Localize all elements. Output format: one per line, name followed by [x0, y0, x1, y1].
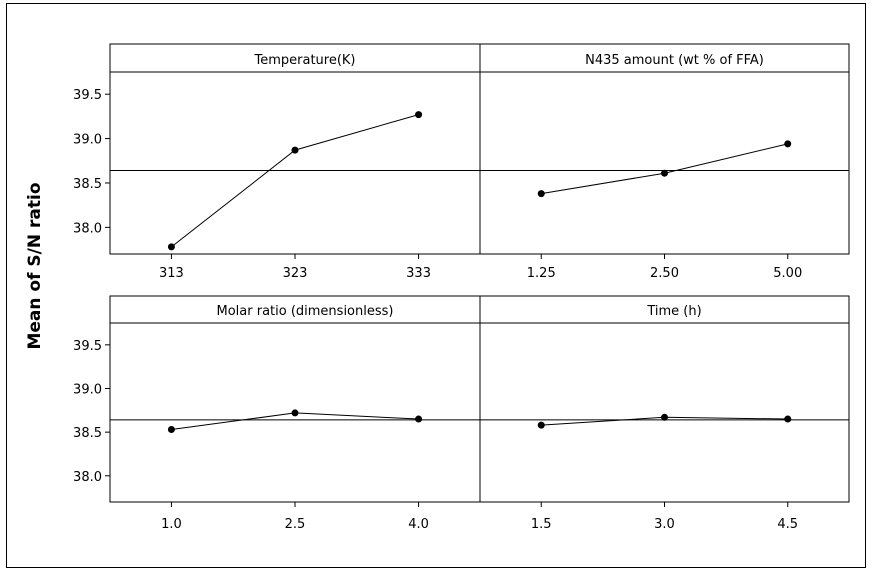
data-point — [167, 426, 175, 434]
x-tick-label: 1.0 — [161, 517, 182, 532]
x-tick-label: 1.25 — [527, 266, 556, 281]
x-tick-label: 3.0 — [654, 517, 675, 532]
y-tick-label: 38.0 — [73, 221, 102, 236]
x-tick-label: 4.0 — [408, 517, 429, 532]
panel-title-n435-amount: N435 amount (wt % of FFA) — [585, 53, 764, 68]
data-point — [661, 413, 668, 421]
panel-title-molar-ratio: Molar ratio (dimensionless) — [217, 304, 394, 319]
panel-title-temperature: Temperature(K) — [253, 53, 355, 68]
data-point — [537, 190, 545, 198]
y-tick-label: 39.5 — [73, 88, 102, 103]
y-tick-label: 39.0 — [73, 133, 102, 148]
panel-title-time: Time (h) — [646, 304, 701, 319]
y-tick-label: 39.0 — [73, 382, 102, 397]
series-line — [541, 143, 788, 195]
x-tick-label: 333 — [406, 266, 431, 281]
data-point — [661, 169, 668, 177]
x-tick-label: 1.5 — [531, 517, 552, 532]
y-axis-label: Mean of S/N ratio — [25, 182, 45, 349]
y-tick-label: 38.5 — [73, 426, 102, 441]
data-point — [291, 146, 299, 154]
chart-frame — [6, 3, 866, 568]
x-tick-label: 2.5 — [285, 517, 306, 532]
data-point — [537, 421, 545, 429]
y-tick-label: 38.0 — [73, 470, 102, 485]
x-tick-label: 4.5 — [777, 517, 798, 532]
y-tick-label: 39.5 — [73, 339, 102, 354]
data-point — [784, 415, 792, 423]
data-point — [784, 140, 792, 148]
x-tick-label: 313 — [159, 266, 184, 281]
data-point — [167, 243, 175, 251]
y-tick-label: 38.5 — [73, 177, 102, 192]
data-point — [291, 409, 299, 417]
series-line — [171, 114, 419, 248]
data-point — [415, 111, 423, 119]
x-tick-label: 2.50 — [650, 266, 679, 281]
data-point — [415, 415, 423, 423]
x-tick-label: 5.00 — [773, 266, 802, 281]
x-tick-label: 323 — [283, 266, 308, 281]
